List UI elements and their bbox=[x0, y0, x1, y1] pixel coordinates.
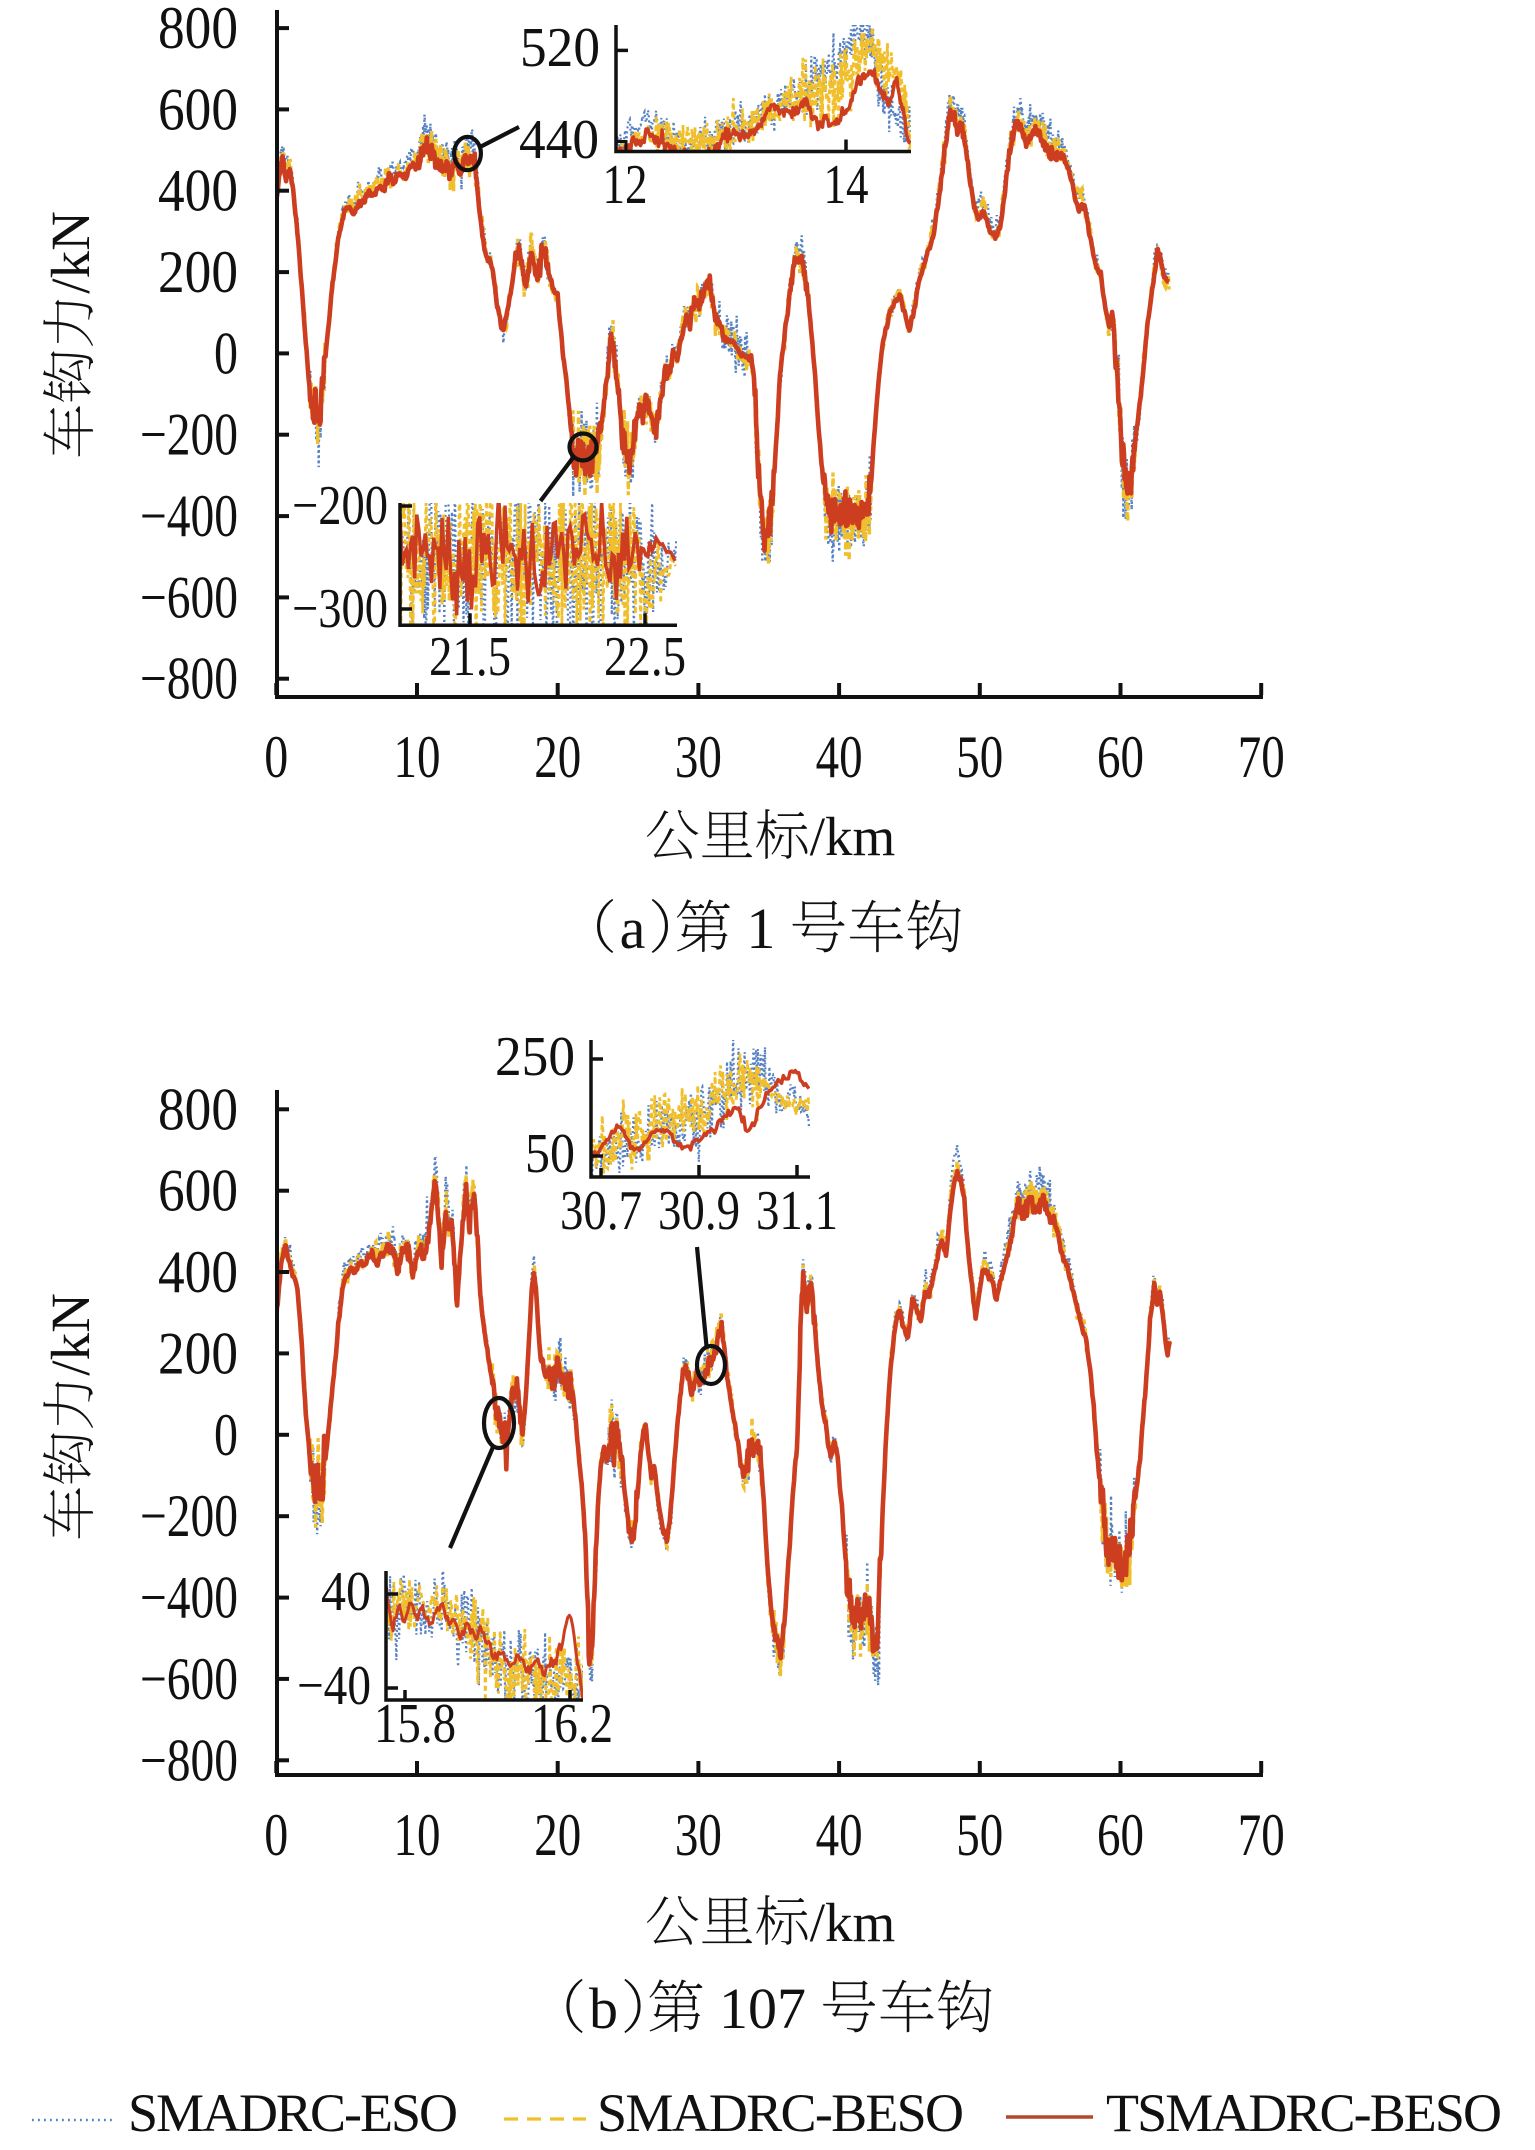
svg-text:31.1: 31.1 bbox=[756, 1180, 838, 1242]
svg-text:0: 0 bbox=[264, 1802, 288, 1868]
svg-text:15.8: 15.8 bbox=[374, 1693, 456, 1755]
svg-text:40: 40 bbox=[321, 1561, 371, 1623]
svg-text:−40: −40 bbox=[297, 1655, 371, 1717]
svg-text:14: 14 bbox=[824, 154, 869, 216]
svg-text:30: 30 bbox=[675, 1802, 722, 1868]
svg-text:−800: −800 bbox=[140, 646, 238, 712]
svg-text:/km: /km bbox=[810, 806, 896, 867]
svg-text:−200: −200 bbox=[140, 1483, 238, 1549]
svg-text:40: 40 bbox=[816, 724, 863, 790]
svg-text:12: 12 bbox=[603, 154, 648, 216]
svg-text:400: 400 bbox=[158, 158, 238, 224]
svg-text:70: 70 bbox=[1238, 1802, 1285, 1868]
svg-text:400: 400 bbox=[158, 1239, 238, 1305]
svg-text:20: 20 bbox=[534, 1802, 581, 1868]
svg-text:800: 800 bbox=[158, 1076, 238, 1142]
svg-text:520: 520 bbox=[520, 17, 600, 79]
svg-text:−600: −600 bbox=[140, 564, 238, 630]
svg-text:70: 70 bbox=[1238, 724, 1285, 790]
svg-text:0: 0 bbox=[214, 1402, 238, 1468]
svg-text:SMADRC-BESO: SMADRC-BESO bbox=[597, 2083, 964, 2143]
svg-text:1: 1 bbox=[746, 896, 775, 961]
svg-text:40: 40 bbox=[816, 1802, 863, 1868]
svg-text:−800: −800 bbox=[140, 1727, 238, 1793]
svg-text:/kN: /kN bbox=[40, 1293, 101, 1376]
svg-text:60: 60 bbox=[1097, 1802, 1144, 1868]
svg-text:250: 250 bbox=[495, 1026, 575, 1088]
svg-text:−300: −300 bbox=[292, 578, 388, 640]
svg-text:10: 10 bbox=[394, 1802, 441, 1868]
svg-text:30.7: 30.7 bbox=[560, 1180, 642, 1242]
svg-text:b: b bbox=[589, 1976, 618, 2041]
svg-text:16.2: 16.2 bbox=[531, 1693, 613, 1755]
svg-text:10: 10 bbox=[394, 724, 441, 790]
svg-text:800: 800 bbox=[158, 0, 238, 61]
svg-text:50: 50 bbox=[956, 724, 1003, 790]
svg-text:TSMADRC-BESO: TSMADRC-BESO bbox=[1106, 2083, 1502, 2143]
svg-text:−400: −400 bbox=[140, 1565, 238, 1631]
svg-text:600: 600 bbox=[158, 76, 238, 142]
svg-text:/kN: /kN bbox=[40, 211, 101, 294]
svg-text:107: 107 bbox=[719, 1976, 806, 2041]
svg-text:50: 50 bbox=[956, 1802, 1003, 1868]
svg-text:50: 50 bbox=[525, 1123, 575, 1185]
svg-text:22.5: 22.5 bbox=[604, 626, 686, 688]
svg-text:−600: −600 bbox=[140, 1646, 238, 1712]
svg-text:20: 20 bbox=[534, 724, 581, 790]
svg-text:SMADRC-ESO: SMADRC-ESO bbox=[128, 2083, 458, 2143]
svg-text:−200: −200 bbox=[292, 475, 388, 537]
svg-text:0: 0 bbox=[214, 320, 238, 386]
svg-text:440: 440 bbox=[519, 109, 599, 171]
svg-text:30.9: 30.9 bbox=[658, 1180, 740, 1242]
svg-text:200: 200 bbox=[158, 239, 238, 305]
svg-text:600: 600 bbox=[158, 1158, 238, 1224]
svg-text:21.5: 21.5 bbox=[429, 626, 511, 688]
svg-text:a: a bbox=[620, 896, 646, 961]
svg-text:0: 0 bbox=[264, 724, 288, 790]
svg-text:200: 200 bbox=[158, 1320, 238, 1386]
svg-text:−200: −200 bbox=[140, 402, 238, 468]
svg-text:/km: /km bbox=[810, 1892, 896, 1953]
svg-text:60: 60 bbox=[1097, 724, 1144, 790]
svg-text:30: 30 bbox=[675, 724, 722, 790]
svg-text:−400: −400 bbox=[140, 483, 238, 549]
